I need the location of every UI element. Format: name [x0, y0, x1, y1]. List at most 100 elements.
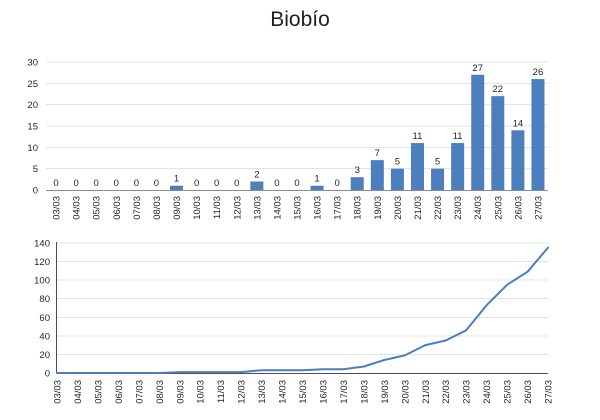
y-tick-label: 5	[33, 164, 38, 175]
x-tick-label: 14/03	[272, 196, 283, 220]
x-tick-label: 19/03	[380, 380, 391, 404]
x-tick-label: 05/03	[93, 380, 104, 404]
x-tick-label: 16/03	[318, 380, 329, 404]
bar	[531, 79, 545, 190]
bar-value-label: 7	[375, 148, 380, 159]
bar-value-label: 1	[174, 174, 179, 185]
bar-value-label: 11	[413, 131, 423, 142]
chart-title: Biobío	[270, 8, 330, 31]
x-tick-label: 13/03	[252, 196, 263, 220]
y-tick-label: 40	[39, 331, 50, 342]
x-tick-label: 11/03	[216, 380, 227, 403]
x-tick-label: 13/03	[257, 380, 268, 404]
x-tick-label: 08/03	[152, 196, 163, 220]
x-tick-label: 07/03	[134, 380, 145, 404]
y-tick-label: 15	[27, 122, 38, 133]
bar	[370, 160, 384, 190]
x-tick-label: 19/03	[373, 196, 384, 220]
y-tick-label: 25	[27, 79, 38, 90]
x-tick-label: 22/03	[441, 380, 452, 404]
bar-value-label: 27	[472, 63, 483, 74]
bar	[451, 143, 465, 190]
bar-value-label: 0	[194, 178, 199, 189]
bar	[250, 181, 264, 190]
bar-value-label: 0	[73, 178, 78, 189]
x-tick-label: 18/03	[353, 196, 364, 220]
bar-value-label: 11	[453, 131, 463, 142]
bar-value-label: 0	[294, 178, 299, 189]
bar-value-label: 22	[493, 84, 504, 95]
bar-value-label: 0	[53, 178, 58, 189]
x-tick-label: 25/03	[493, 196, 504, 220]
x-tick-label: 09/03	[175, 380, 186, 404]
bar	[471, 74, 485, 190]
x-tick-label: 18/03	[359, 380, 370, 404]
y-tick-label: 10	[27, 143, 38, 154]
bar-value-label: 0	[335, 178, 340, 189]
bar	[170, 185, 184, 190]
bar-value-label: 1	[314, 174, 319, 185]
cumulative-cases-line-chart: 0 20 40 60 80 100 120 140 03/03 04/03 05/03 06/03 07…	[34, 239, 554, 404]
bar	[491, 96, 505, 190]
y-tick-label: 60	[39, 313, 50, 324]
bar-value-label: 0	[154, 178, 159, 189]
x-tick-label: 14/03	[278, 380, 289, 404]
x-tick-label: 27/03	[533, 196, 544, 220]
x-tick-label: 17/03	[333, 196, 344, 220]
x-tick-label: 05/03	[92, 196, 103, 220]
x-tick-label: 15/03	[293, 196, 304, 220]
bar-value-label: 5	[395, 157, 400, 168]
x-tick-label: 26/03	[513, 196, 524, 220]
x-tick-label: 24/03	[482, 380, 493, 404]
y-tick-label: 120	[34, 257, 50, 268]
x-tick-label: 25/03	[503, 380, 514, 404]
bar-value-label: 2	[254, 169, 259, 180]
x-tick-label: 04/03	[72, 196, 83, 220]
x-tick-label: 17/03	[339, 380, 350, 404]
x-tick-label: 06/03	[112, 196, 123, 220]
x-tick-label: 15/03	[298, 380, 309, 404]
x-tick-label: 06/03	[114, 380, 125, 404]
bar	[350, 177, 364, 190]
y-tick-label: 0	[45, 369, 50, 380]
y-tick-label: 20	[39, 350, 50, 361]
bar-value-label: 3	[355, 165, 360, 176]
bar-value-label: 0	[214, 178, 219, 189]
x-tick-label: 22/03	[433, 196, 444, 220]
x-tick-label: 27/03	[544, 380, 555, 404]
x-tick-label: 20/03	[400, 380, 411, 404]
y-tick-label: 0	[33, 186, 38, 197]
bar	[310, 185, 324, 190]
bar-value-label: 0	[114, 178, 119, 189]
x-tick-label: 21/03	[413, 196, 424, 220]
x-tick-label: 16/03	[313, 196, 324, 220]
y-tick-label: 30	[27, 58, 38, 69]
x-tick-label: 23/03	[453, 196, 464, 220]
x-tick-label: 10/03	[196, 380, 207, 404]
x-tick-label: 03/03	[53, 380, 64, 404]
x-tick-label: 23/03	[462, 380, 473, 404]
bar-value-label: 14	[513, 118, 524, 129]
bar	[410, 143, 424, 190]
daily-cases-bar-chart: 051015202530003/03004/03005/03006/03007/…	[27, 58, 548, 220]
y-tick-label: 80	[39, 294, 50, 305]
bar-value-label: 0	[274, 178, 279, 189]
x-tick-label: 03/03	[52, 196, 63, 220]
x-tick-label: 26/03	[523, 380, 534, 404]
cumulative-line	[56, 246, 549, 374]
bar	[390, 168, 404, 190]
y-tick-label: 20	[27, 100, 38, 111]
x-tick-label: 08/03	[155, 380, 166, 404]
bar-value-label: 0	[134, 178, 139, 189]
x-tick-label: 21/03	[421, 380, 432, 404]
x-tick-label: 07/03	[132, 196, 143, 220]
x-tick-label: 12/03	[232, 196, 243, 220]
x-tick-label: 04/03	[73, 380, 84, 404]
bar-value-label: 0	[94, 178, 99, 189]
y-tick-label: 140	[34, 239, 50, 250]
x-tick-label: 09/03	[172, 196, 183, 220]
bar	[511, 130, 525, 190]
bar-value-label: 26	[533, 67, 544, 78]
